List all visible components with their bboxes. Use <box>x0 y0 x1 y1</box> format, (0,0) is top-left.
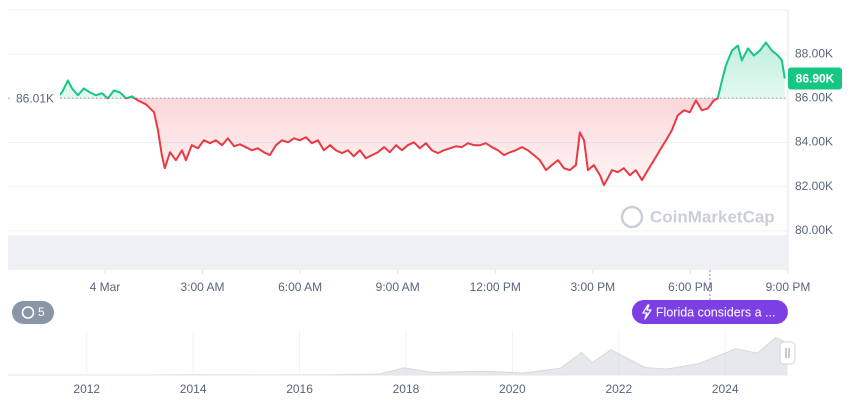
price-area <box>58 42 785 186</box>
current-price-label: 86.90K <box>796 72 835 86</box>
x-tick-label: 3:00 PM <box>570 280 615 294</box>
current-price-tag <box>788 67 842 90</box>
y-tick-label: 88.00K <box>795 46 833 60</box>
baseline-label-bg <box>12 89 60 108</box>
event-annotation[interactable]: Florida considers a ... <box>631 270 788 324</box>
x-tick-label: 6:00 PM <box>668 280 713 294</box>
overview-x-tick-label: 2012 <box>73 382 100 396</box>
overview-chart: 2012 2014 2016 2018 2020 2022 2024 <box>12 330 788 396</box>
baseline-label: 86.01K <box>16 91 54 105</box>
overview-x-tick-label: 2016 <box>286 382 313 396</box>
overview-x-tick-label: 2020 <box>499 382 526 396</box>
x-tick-label: 9:00 PM <box>766 280 811 294</box>
watermark-logo <box>620 205 644 229</box>
lightning-icon <box>642 304 652 320</box>
range-handle[interactable] <box>779 341 796 365</box>
annotation-pill[interactable] <box>631 300 788 324</box>
event-badge[interactable]: 5 <box>12 301 54 324</box>
x-tick-label: 4 Mar <box>90 280 121 294</box>
volume-band <box>8 235 788 270</box>
main-chart: 80.00K 82.00K 84.00K 86.00K 88.00K 4 Mar 3:00 … <box>8 41 842 294</box>
history-icon <box>21 306 35 319</box>
x-tick-label: 12:00 PM <box>470 280 521 294</box>
price-line <box>57 41 786 187</box>
x-tick-label: 9:00 AM <box>376 280 420 294</box>
y-tick-label: 80.00K <box>795 223 833 237</box>
overview-x-tick-label: 2014 <box>180 382 207 396</box>
annotation-text: Florida considers a ... <box>656 305 776 319</box>
overview-x-tick-label: 2018 <box>393 382 420 396</box>
y-tick-label: 82.00K <box>795 179 833 193</box>
watermark-text: CoinMarketCap <box>650 207 775 226</box>
watermark: CoinMarketCap <box>620 205 775 229</box>
range-handle-box[interactable] <box>779 341 796 365</box>
y-tick-label: 86.00K <box>795 91 833 105</box>
overview-x-tick-label: 2024 <box>712 382 739 396</box>
overview-x-tick-label: 2022 <box>605 382 632 396</box>
x-tick-label: 3:00 AM <box>180 280 224 294</box>
event-count: 5 <box>38 305 45 319</box>
overview-area <box>12 337 788 375</box>
y-tick-label: 84.00K <box>795 135 833 149</box>
x-tick-label: 6:00 AM <box>278 280 322 294</box>
